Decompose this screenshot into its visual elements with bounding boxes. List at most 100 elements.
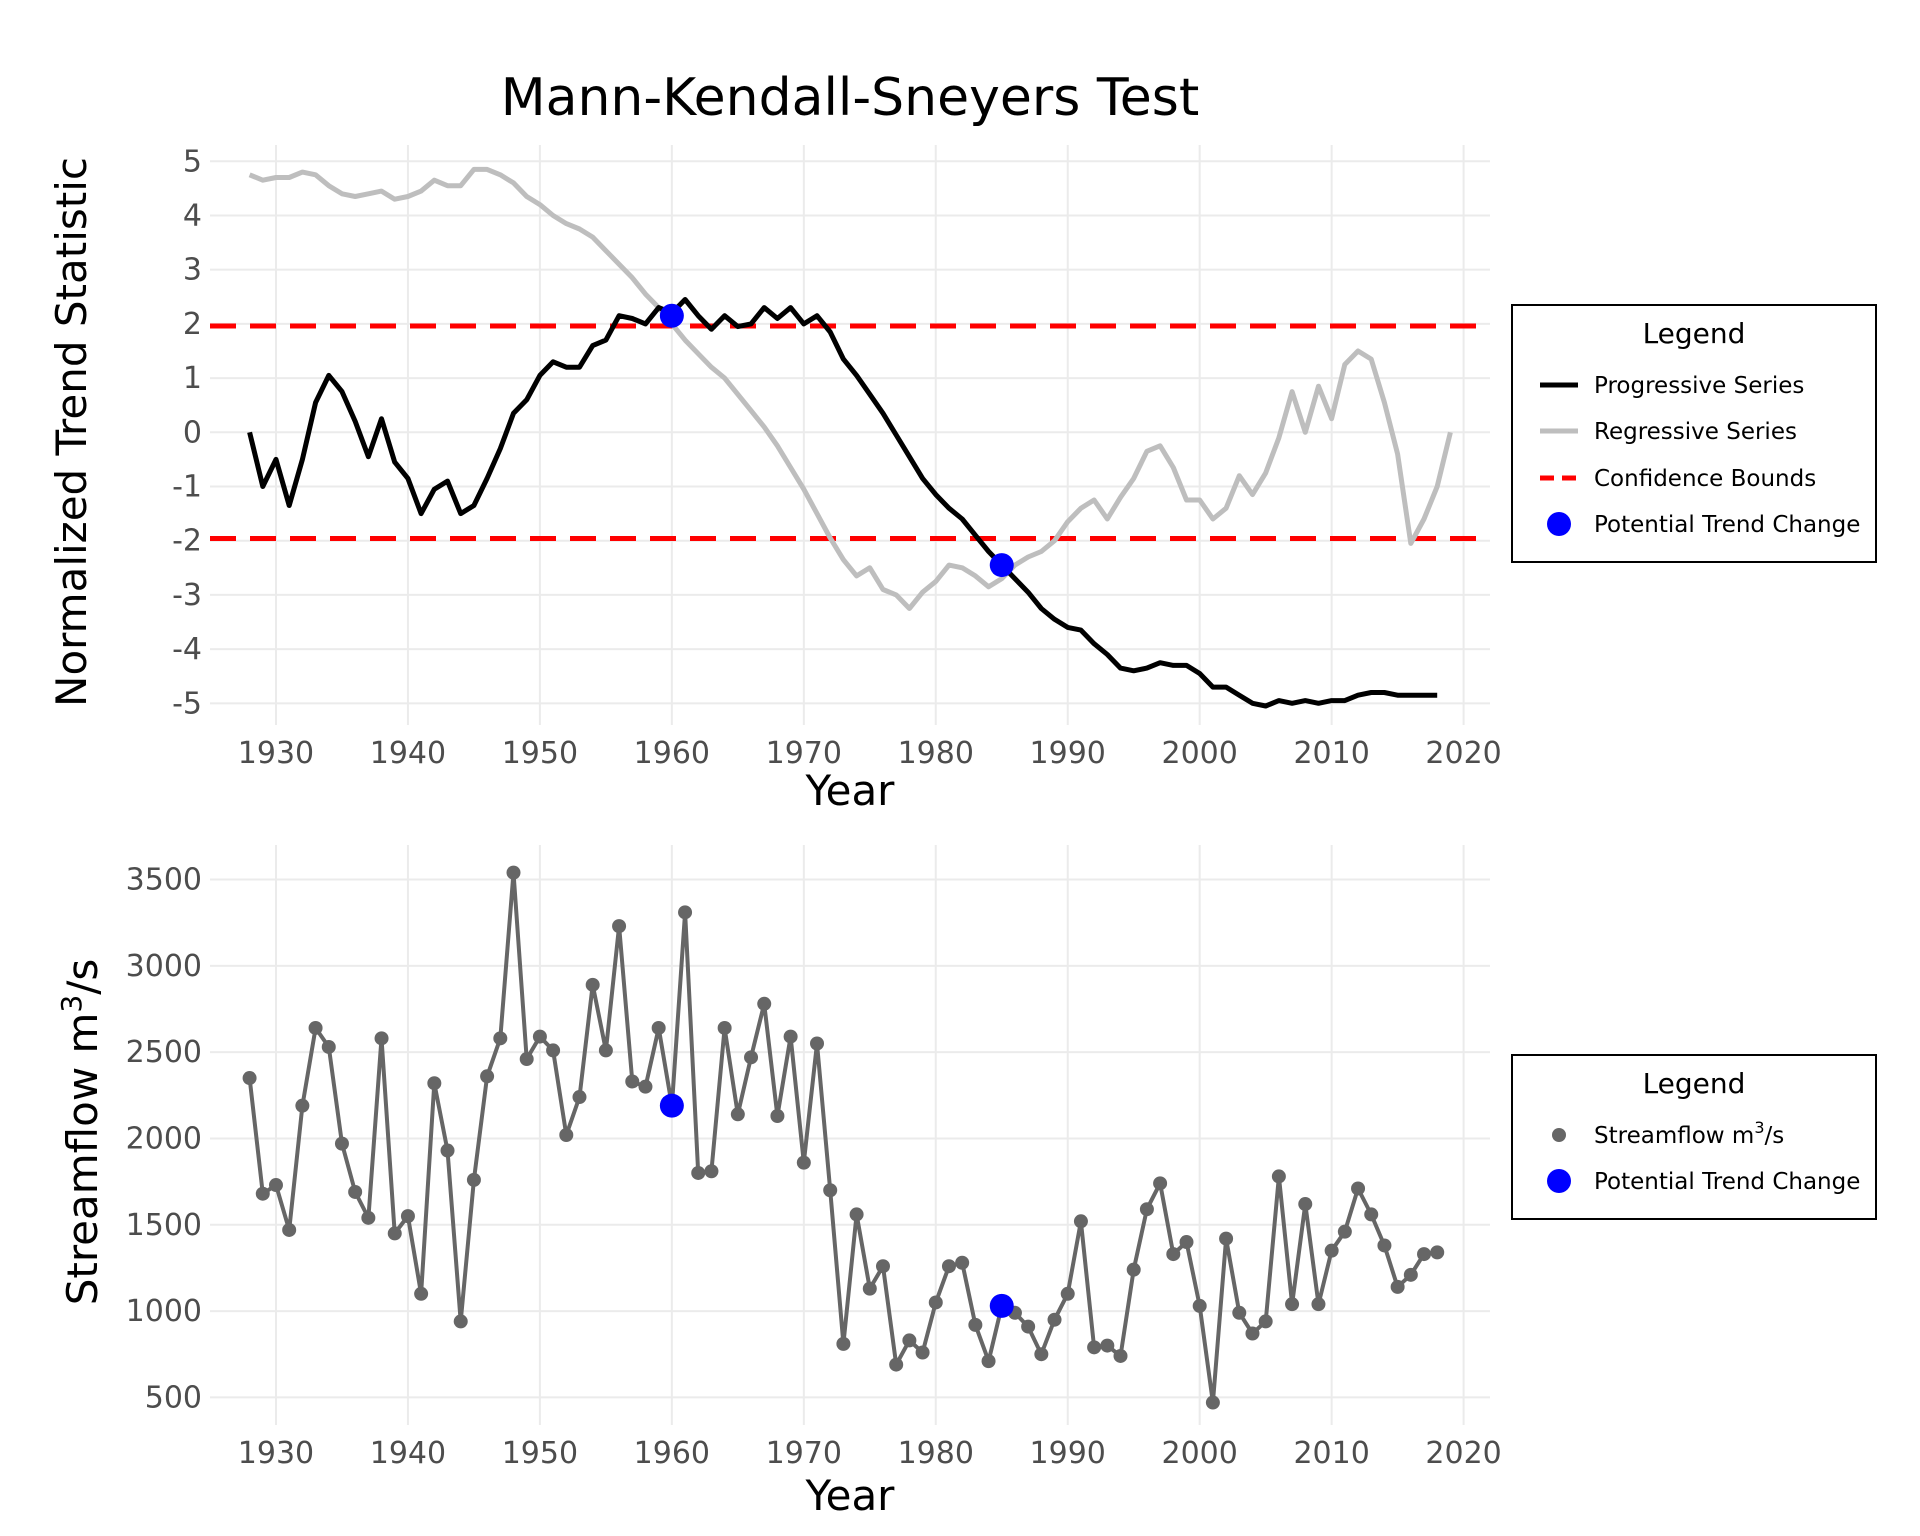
bottom-y-tick-6: 500: [145, 1380, 202, 1415]
streamflow-point: [1351, 1181, 1366, 1196]
legend-label-regressive: Regressive Series: [1594, 419, 1797, 445]
streamflow-point: [1179, 1235, 1194, 1250]
bottom-x-tick-2010: 2010: [1293, 1436, 1369, 1471]
streamflow-point: [717, 1020, 732, 1035]
legend-label-streamflow: Streamflow m3/s: [1594, 1118, 1784, 1149]
top-y-tick-0: 5: [183, 144, 202, 179]
top-x-tick-1930: 1930: [238, 736, 314, 771]
streamflow-point: [1087, 1340, 1102, 1355]
top-x-tick-1950: 1950: [502, 736, 578, 771]
bottom-y-tick-4: 1500: [126, 1208, 202, 1243]
bottom-x-tick-1940: 1940: [370, 1436, 446, 1471]
top-legend-title: Legend: [1643, 317, 1746, 350]
streamflow-point: [1377, 1238, 1392, 1253]
top-x-tick-1990: 1990: [1030, 736, 1106, 771]
streamflow-point: [730, 1107, 745, 1122]
legend-label-trend-change-2: Potential Trend Change: [1594, 1169, 1860, 1195]
streamflow-point: [1219, 1231, 1234, 1246]
trend-change-point: [659, 1093, 684, 1118]
bottom-trend-change-markers: [659, 1093, 1014, 1318]
top-x-tick-2020: 2020: [1425, 736, 1501, 771]
streamflow-point: [440, 1143, 455, 1158]
streamflow-point: [704, 1164, 719, 1179]
top-y-tick-6: -1: [172, 469, 202, 504]
streamflow-point: [1021, 1319, 1036, 1334]
top-y-tick-10: -5: [172, 686, 202, 721]
streamflow-point: [691, 1165, 706, 1180]
streamflow-point: [546, 1043, 561, 1058]
streamflow-point: [1403, 1267, 1418, 1282]
streamflow-point: [1205, 1395, 1220, 1410]
bottom-legend-title: Legend: [1643, 1067, 1746, 1100]
streamflow-point: [823, 1183, 838, 1198]
bottom-x-tick-1970: 1970: [766, 1436, 842, 1471]
top-trend-change-markers: [659, 303, 1014, 578]
top-y-tick-9: -4: [172, 632, 202, 667]
streamflow-point: [1047, 1312, 1062, 1327]
top-y-tick-labels: 5 4 3 2 1 0 -1 -2 -3 -4 -5: [172, 144, 202, 721]
streamflow-point: [361, 1210, 376, 1225]
bottom-y-tick-3: 2000: [126, 1121, 202, 1156]
legend-label-streamflow-suffix: /s: [1765, 1123, 1785, 1149]
top-y-tick-5: 0: [183, 415, 202, 450]
bottom-legend: Legend Streamflow m3/s Potential Trend C…: [1511, 1054, 1877, 1220]
streamflow-point: [1298, 1197, 1313, 1212]
bottom-x-tick-1960: 1960: [634, 1436, 710, 1471]
streamflow-point: [638, 1079, 653, 1094]
streamflow-point: [1113, 1348, 1128, 1363]
streamflow-point: [651, 1020, 666, 1035]
top-y-tick-8: -3: [172, 578, 202, 613]
streamflow-point: [1324, 1243, 1339, 1258]
streamflow-point: [955, 1255, 970, 1270]
streamflow-point: [836, 1336, 851, 1351]
bottom-y-axis-title-suffix: /s: [58, 959, 107, 995]
top-x-tick-1970: 1970: [766, 736, 842, 771]
streamflow-point: [400, 1209, 415, 1224]
regressive-series-line: [248, 166, 1453, 611]
streamflow-point: [981, 1354, 996, 1369]
streamflow-point: [1126, 1262, 1141, 1277]
bottom-x-tick-1980: 1980: [898, 1436, 974, 1471]
streamflow-point: [585, 977, 600, 992]
top-x-tick-2010: 2010: [1293, 736, 1369, 771]
legend-label-trend-change: Potential Trend Change: [1594, 512, 1860, 538]
streamflow-point: [889, 1357, 904, 1372]
streamflow-point: [334, 1136, 349, 1151]
streamflow-point: [1285, 1297, 1300, 1312]
streamflow-point: [321, 1039, 336, 1054]
top-x-tick-labels: 1930 1940 1950 1960 1970 1980 1990 2000 2010 2020: [238, 736, 1502, 771]
trend-change-point: [659, 303, 684, 328]
streamflow-point: [1232, 1305, 1247, 1320]
top-legend: Legend Progressive Series Regressive Ser…: [1511, 304, 1877, 563]
streamflow-point: [862, 1281, 877, 1296]
progressive-series-line: [247, 297, 1438, 709]
trend-change-point: [989, 1293, 1014, 1318]
bottom-y-tick-1: 3000: [126, 949, 202, 984]
streamflow-point: [466, 1172, 481, 1187]
streamflow-point: [506, 865, 521, 880]
bottom-y-tick-labels: 3500 3000 2500 2000 1500 1000 500: [126, 863, 202, 1416]
streamflow-point: [242, 1071, 257, 1086]
streamflow-point: [559, 1128, 574, 1142]
streamflow-point: [1100, 1338, 1115, 1353]
bottom-y-axis-title-main: Streamflow m: [58, 1013, 107, 1306]
streamflow-point: [374, 1031, 389, 1046]
streamflow-point: [796, 1155, 811, 1170]
streamflow-point: [902, 1333, 917, 1348]
bottom-x-tick-labels: 1930 1940 1950 1960 1970 1980 1990 2000 2010 2020: [238, 1436, 1502, 1471]
legend-key-trend-change: [1547, 512, 1571, 536]
streamflow-point: [1166, 1247, 1181, 1262]
streamflow-point: [1364, 1207, 1379, 1222]
streamflow-point: [348, 1184, 363, 1199]
streamflow-panel: 1930 1940 1950 1960 1970 1980 1990 2000 2010 2020…: [55, 845, 1502, 1520]
bottom-x-tick-1990: 1990: [1030, 1436, 1106, 1471]
legend-key-streamflow: [1552, 1128, 1566, 1142]
streamflow-point: [810, 1036, 825, 1051]
streamflow-point: [519, 1052, 534, 1067]
streamflow-point: [255, 1186, 270, 1201]
top-y-tick-4: 1: [183, 361, 202, 396]
legend-label-progressive: Progressive Series: [1594, 373, 1804, 399]
trend-series: [247, 166, 1453, 709]
streamflow-point: [1258, 1314, 1273, 1329]
